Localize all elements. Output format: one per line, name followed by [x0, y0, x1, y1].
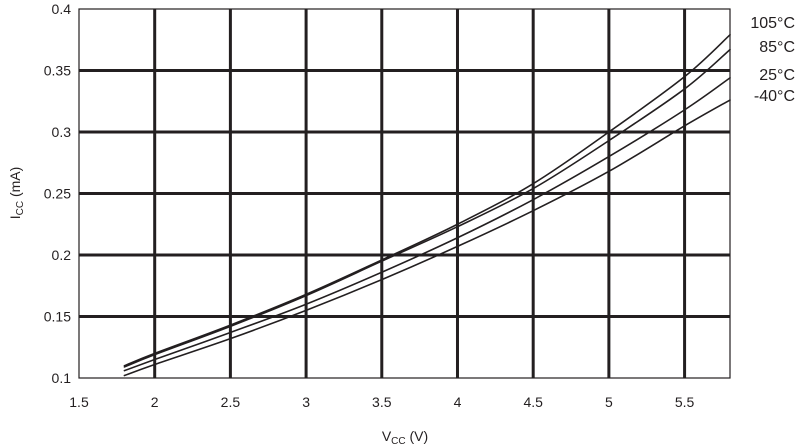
y-tick-label: 0.35 [44, 63, 71, 79]
x-axis-label: VCC (V) [382, 428, 428, 447]
x-tick-label: 5 [605, 394, 613, 410]
series-label: 105°C [750, 15, 795, 32]
x-axis-label-sub: CC [391, 436, 405, 447]
series-line [123, 34, 731, 367]
y-tick-label: 0.25 [44, 186, 71, 202]
y-tick-label: 0.4 [52, 1, 72, 17]
x-tick-label: 3 [302, 394, 310, 410]
y-axis-label-rest: (mA) [7, 167, 23, 201]
x-tick-label: 5.5 [675, 394, 695, 410]
series-label: -40°C [754, 88, 795, 105]
y-tick-label: 0.1 [52, 370, 72, 386]
series-line [123, 77, 731, 372]
y-axis-label: ICC (mA) [7, 167, 26, 220]
x-tick-label: 3.5 [372, 394, 392, 410]
series-line [123, 48, 731, 368]
y-tick-label: 0.15 [44, 309, 71, 325]
series-lines [123, 34, 731, 377]
y-tick-label: 0.2 [52, 247, 72, 263]
series-label: 25°C [759, 67, 795, 84]
series-label: 85°C [759, 39, 795, 56]
y-axis-label-sub: CC [15, 201, 26, 215]
x-tick-label: 2.5 [221, 394, 241, 410]
x-tick-labels: 1.5 2 2.5 3 3.5 4 4.5 5 5.5 [69, 394, 694, 410]
x-tick-label: 2 [151, 394, 159, 410]
grid [79, 9, 730, 378]
x-axis-label-rest: (V) [406, 428, 429, 444]
x-tick-label: 4.5 [523, 394, 543, 410]
series-line [123, 99, 731, 377]
x-tick-label: 1.5 [69, 394, 89, 410]
series-labels: 105°C 85°C 25°C -40°C [750, 15, 795, 105]
y-axis-label-main: I [7, 215, 23, 219]
y-tick-labels: 0.1 0.15 0.2 0.25 0.3 0.35 0.4 [44, 1, 71, 386]
x-axis-label-main: V [382, 428, 392, 444]
x-tick-label: 4 [454, 394, 462, 410]
y-tick-label: 0.3 [52, 124, 72, 140]
